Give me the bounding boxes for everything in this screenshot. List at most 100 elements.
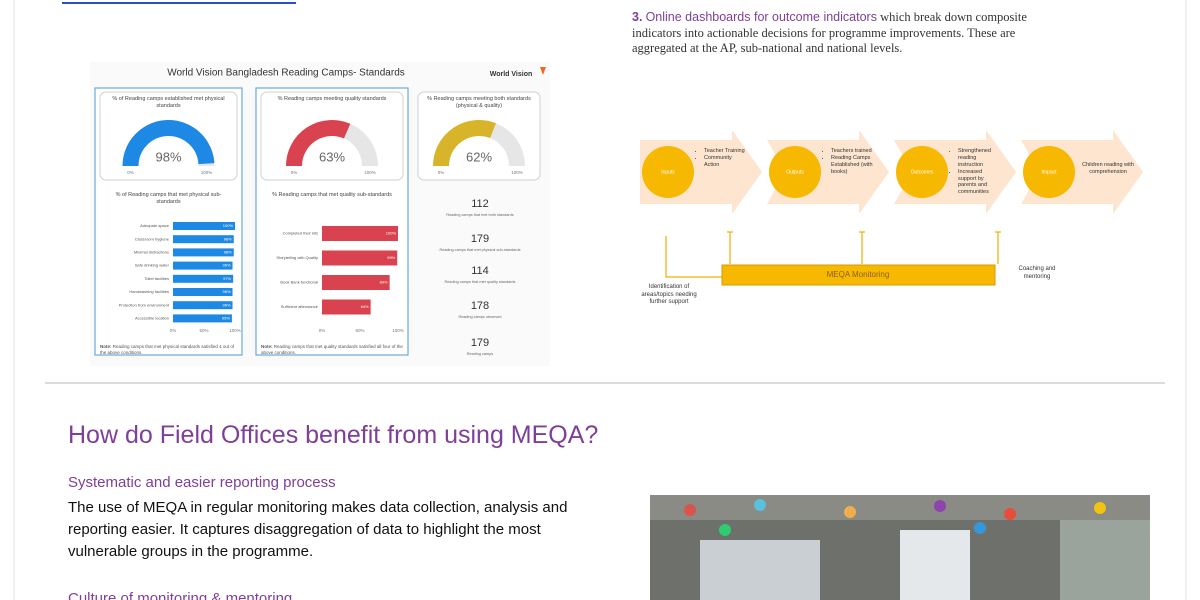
photo-window [1060, 520, 1150, 600]
photo-decoration [934, 500, 946, 512]
bar-value-label: 89% [380, 280, 388, 285]
bar-chart-note: Note: Reading camps that met physical st… [100, 344, 237, 356]
bullet-item: Community Action [704, 155, 747, 169]
outcome-paragraph: 3. Online dashboards for outcome indicat… [632, 10, 1032, 57]
stat-value: 112 [471, 198, 489, 210]
stage-bullets: Children reading with comprehension [1078, 162, 1138, 176]
bar-label: Minimal distractions [134, 249, 169, 254]
stat-label: Reading camps [467, 352, 493, 356]
x-tick-label: 100% [229, 328, 241, 333]
bar [173, 301, 233, 310]
bar-label: Accessible location [135, 315, 169, 320]
stat-value: 114 [471, 265, 489, 277]
stage-label: Outputs [786, 169, 804, 175]
bar-value-label: 96% [223, 263, 231, 268]
x-tick-label: 0% [319, 328, 326, 333]
bar [173, 222, 235, 230]
photo-decoration [974, 522, 986, 534]
stat-label: Reading camps observed [458, 315, 501, 319]
bar-label: Book Bank functional [280, 280, 318, 285]
bar-label: Handwashing facilities [129, 289, 169, 294]
bar [322, 226, 398, 241]
stage-text: Children reading with comprehension [1082, 162, 1134, 175]
bar-value-label: 100% [223, 223, 234, 228]
bar-label: Storytelling with Quality [276, 255, 318, 260]
x-tick-label: 50% [355, 328, 364, 333]
stat-label: Reading camps that met quality standards [445, 280, 516, 284]
bar [322, 299, 371, 315]
bullet-list: Teacher TrainingCommunity Action [697, 148, 747, 169]
bar-label: Sufficient attendance [281, 304, 319, 309]
bar-label: Adequate space [140, 223, 170, 228]
dashboard-title: World Vision Bangladesh Reading Camps- S… [167, 68, 405, 79]
gauge-tick-label: 100% [364, 170, 376, 175]
x-tick-label: 50% [199, 328, 208, 333]
bullet-item: Reading Camps Established (with books) [831, 155, 874, 176]
bar-value-label: 98% [224, 236, 232, 241]
bar [173, 235, 234, 244]
section-heading: How do Field Offices benefit from using … [68, 421, 599, 449]
identification-label: Identification of areas/topics needing f… [641, 284, 697, 305]
bar [173, 261, 233, 270]
gauge-arc [286, 120, 351, 167]
photo-decoration [844, 506, 856, 518]
stage-label: Outcomes [911, 169, 934, 175]
gauge-value: 98% [155, 149, 181, 164]
photo-wall [700, 540, 820, 600]
stage-circle [769, 146, 821, 198]
bar-value-label: 99% [387, 255, 395, 260]
stat-value: 178 [471, 300, 489, 312]
gauge-tick-label: 100% [511, 170, 523, 175]
stage-label: Impact [1041, 169, 1057, 175]
stat-label: Reading camps that met physical sub-stan… [439, 248, 520, 252]
stat-label: Reading camps that met both standards [446, 213, 513, 217]
bar [173, 248, 234, 257]
photo-decoration [719, 524, 731, 536]
bar-value-label: 97% [223, 276, 231, 281]
bullet-item: Increased support by parents and communi… [958, 169, 1001, 197]
gauge-arc [122, 120, 215, 167]
logo-mark [540, 67, 546, 75]
gauge-value: 62% [466, 149, 492, 164]
photo-roof [650, 495, 1150, 520]
note-text: Reading camps that met physical standard… [100, 344, 235, 355]
stage-circle [896, 146, 948, 198]
photo-decoration [754, 499, 766, 511]
note-label: Note: [261, 344, 273, 349]
bar-label: Safe drinking water [135, 263, 170, 268]
stage-label: Inputs [661, 169, 675, 175]
stage-bullets: Teacher TrainingCommunity Action [697, 148, 747, 169]
stage-bullets: Strengthened reading instructionIncrease… [951, 148, 1001, 196]
bar [322, 275, 390, 290]
bar-value-label: 64% [361, 304, 369, 309]
note-text: Reading camps that met quality standards… [261, 344, 403, 355]
bar-value-label: 95% [222, 315, 230, 320]
note-label: Note: [100, 344, 112, 349]
subheading: Systematic and easier reporting process [68, 474, 336, 491]
x-tick-label: 100% [392, 328, 404, 333]
gauge-label: % Reading camps meeting quality standard… [277, 96, 387, 102]
subheading: Culture of monitoring & mentoring [68, 590, 293, 600]
bar-value-label: 96% [223, 289, 231, 294]
photo-decoration [1094, 502, 1106, 514]
gauge-label: % Reading camps meeting both standards (… [427, 96, 531, 110]
stat-value: 179 [471, 233, 489, 245]
gauge-label: % of Reading camps established met physi… [112, 96, 225, 110]
bar-value-label: 100% [386, 231, 397, 236]
gauge-tick-label: 100% [201, 170, 213, 175]
bullet-item: Teachers trained [831, 148, 874, 155]
monitoring-label: MEQA Monitoring [827, 270, 890, 279]
gauge-arc [433, 120, 496, 167]
bar [322, 250, 398, 266]
bar-chart-note: Note: Reading camps that met quality sta… [261, 344, 403, 356]
monitoring-bar [721, 264, 996, 286]
feedback-line [665, 236, 722, 278]
coaching-label: Coaching and mentoring [1018, 266, 1056, 280]
bar-label: Toilet facilities [144, 276, 169, 281]
gauge-tick-label: 0% [127, 170, 134, 175]
bullet-item: Strengthened reading instruction [958, 148, 1001, 169]
bullet-item: Teacher Training [704, 148, 747, 155]
photo-decoration [684, 504, 696, 516]
